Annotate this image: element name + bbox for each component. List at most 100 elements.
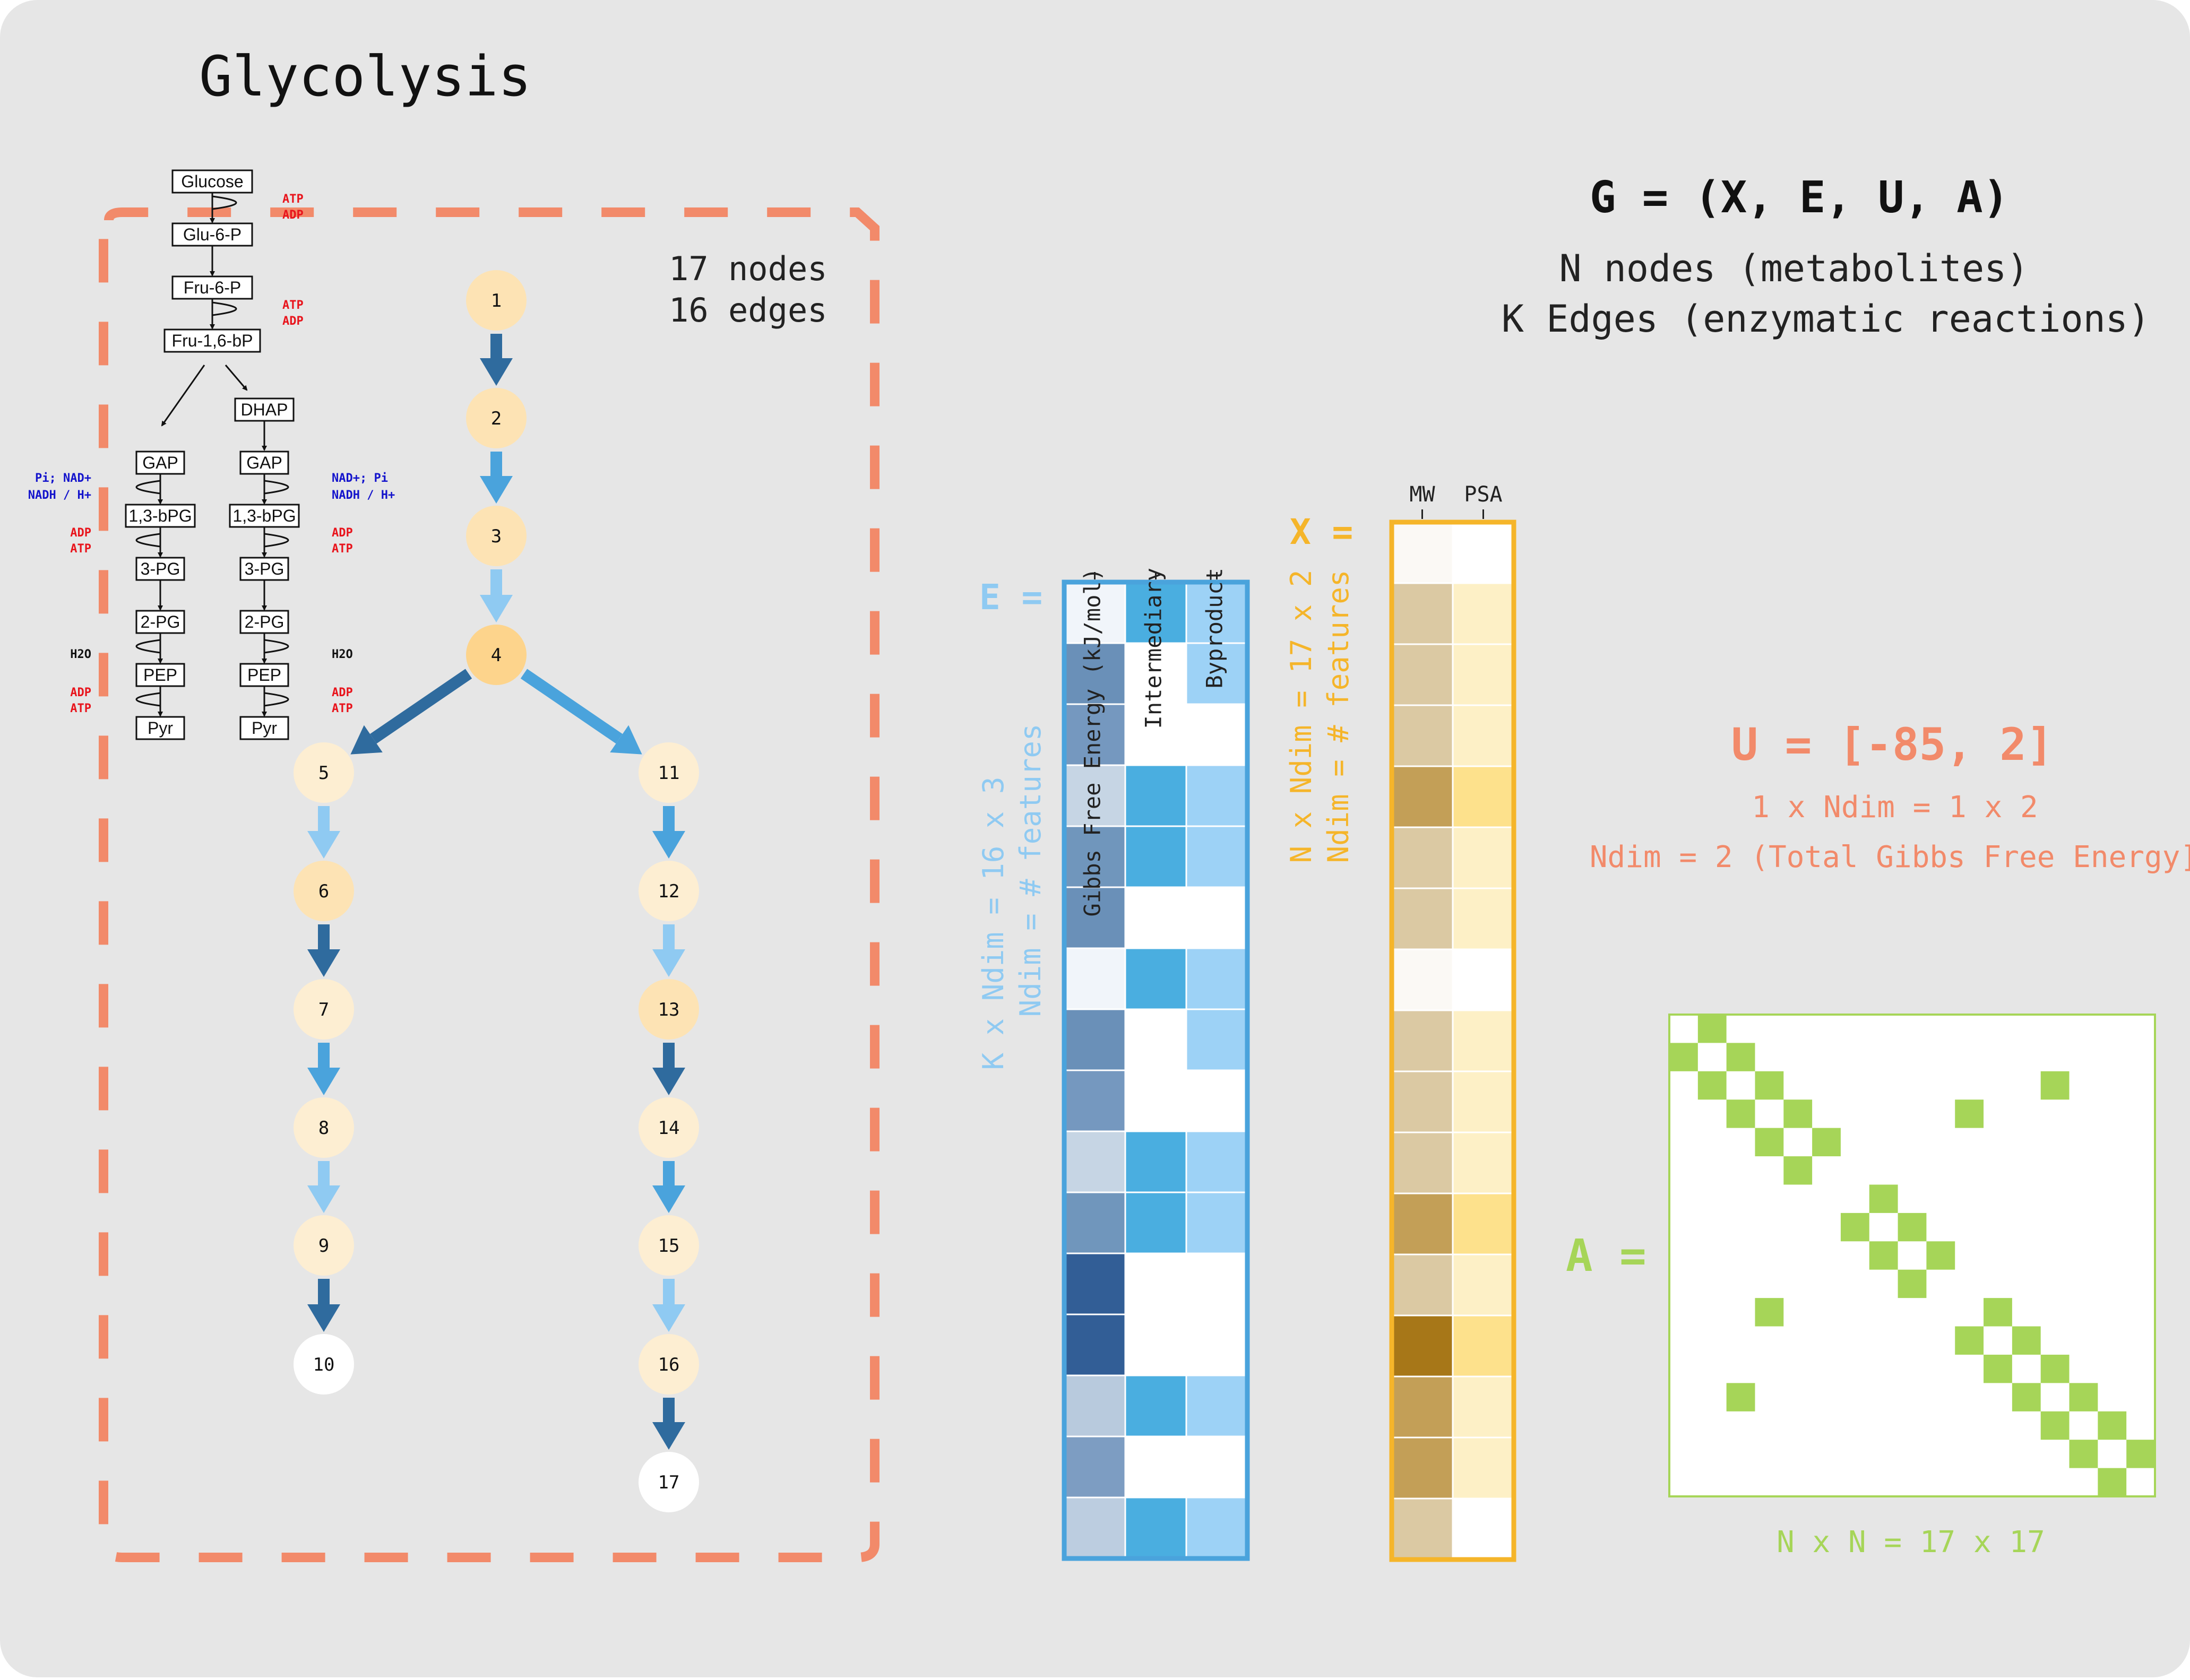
edge-matrix-cell [1185,825,1248,888]
node-matrix-cell [1452,1375,1515,1439]
edge-matrix-cell [1063,1313,1126,1376]
adjacency-matrix-cell [1755,1128,1784,1157]
pathway-fru16bp-box [163,328,261,353]
graph-node-circle [294,861,354,921]
pathway-right-metabolite-box [239,451,289,475]
graph-node-circle [639,1334,699,1395]
edge-matrix-cell [1185,703,1248,766]
node-matrix-cell [1391,1192,1454,1255]
pathway-side-arrow [135,480,161,495]
edge-matrix-cell [1063,947,1126,1010]
pathway-side-arrow [135,639,161,654]
node-matrix-cell [1391,643,1454,706]
edge-matrix-cell [1185,1069,1248,1132]
node-matrix-dims: N x Ndim = 17 x 2 [1284,570,1318,863]
pathway-left-metabolite: 1,3-bPG [128,506,192,525]
node-matrix-cell [1452,1497,1515,1561]
edge-matrix-cell [1185,1435,1248,1499]
graph-node-circle [466,388,527,448]
pathway-left-metabolite-box [135,716,185,740]
pathway-pi-nad: Pi; NAD+ [35,472,91,485]
adjacency-matrix-cell [1955,1326,1984,1355]
node-matrix-cell [1452,1314,1515,1378]
graph-node-label: 2 [491,408,502,429]
edge-matrix-cell [1124,1191,1187,1254]
graph-node-circle [639,742,699,803]
pathway-fru16bp: Fru-1,6-bP [172,331,253,350]
pathway-left-metabolite-box [135,610,185,634]
pathway-dhap-box [234,397,295,422]
node-matrix-cell [1452,887,1515,950]
edge-matrix-cell [1185,947,1248,1010]
graph-edge [480,334,513,386]
graph-node: 9 [294,1215,354,1276]
node-matrix-cell [1452,1253,1515,1317]
graph-edge-count: 16 edges [669,291,827,330]
pathway-atp: ATP [332,702,353,715]
graph-edge [307,1161,340,1213]
node-matrix-cell [1452,521,1515,584]
node-matrix-cell [1452,1192,1515,1255]
edge-matrix-cell [1185,1313,1248,1376]
svg-text:Byproduct: Byproduct [1202,568,1228,689]
edge-matrix-cell [1063,1069,1126,1132]
adjacency-matrix-background [1668,1014,2156,1497]
node-matrix-ndim: Ndim = # features [1322,570,1355,863]
edge-matrix-cell [1185,886,1248,949]
graph-edge [480,569,513,622]
svg-text:Ndim = # features: Ndim = # features [1014,724,1047,1017]
pathway-side-arrow [212,301,237,316]
graph-edge [652,1398,685,1450]
graph-node: 11 [639,742,699,803]
graph-node: 2 [466,388,527,448]
pathway-right-metabolite: 1,3-bPG [232,506,296,525]
node-matrix-cell [1452,1009,1515,1072]
adjacency-matrix-cell [2040,1354,2070,1383]
adjacency-matrix-cell [1984,1298,2012,1327]
graph-node-circle [639,979,699,1040]
graph-node: 14 [639,1097,699,1158]
pathway-side-arrow [264,639,289,654]
graph-definition-edges: K Edges (enzymatic reactions) [1502,297,2150,341]
pathway-glu6p: Glu-6-P [183,225,242,244]
graph-node-label: 11 [658,763,680,784]
pathway-left-metabolite: PEP [143,665,177,685]
pathway-left-metabolite-box [125,504,196,528]
pathway-right-metabolite: PEP [247,665,281,685]
adjacency-matrix-cell [2069,1440,2098,1468]
graph-node: 6 [294,861,354,921]
pathway-adp: ADP [282,209,304,222]
graph-node-label: 1 [491,290,502,311]
adjacency-matrix-cell [1726,1043,1755,1071]
node-matrix-cell [1452,1436,1515,1500]
graph-node: 17 [639,1452,699,1512]
graph-edge [480,452,513,504]
svg-text:Gibbs Free Energy (kJ/mol): Gibbs Free Energy (kJ/mol) [1080,568,1106,916]
graph-node-circle [639,1097,699,1158]
adjacency-matrix-cell [1898,1213,1927,1242]
node-matrix-cell [1391,1375,1454,1439]
pathway-atp: ATP [70,702,91,715]
pathway-nadh: NADH / H+ [28,489,91,502]
graph-node: 13 [639,979,699,1040]
graph-node: 8 [294,1097,354,1158]
node-matrix-cell [1391,1253,1454,1317]
edge-matrix-cell [1185,1252,1248,1315]
graph-node-circle [294,1334,354,1395]
pathway-atp: ATP [332,542,353,556]
graph-node-label: 5 [318,763,329,784]
node-matrix-cell [1391,887,1454,950]
node-matrix-cell [1391,1070,1454,1133]
pathway-fru6p-box [171,275,253,300]
node-matrix-cell [1391,826,1454,889]
node-matrix-column-header: MW [1409,482,1435,507]
pathway-side-arrow [212,195,237,210]
node-matrix-cell [1452,1131,1515,1194]
pathway-glu6p-box [171,222,253,247]
graph-node-circle [639,861,699,921]
edge-matrix-cell [1124,764,1187,827]
edge-matrix-cell [1185,764,1248,827]
pathway-right-metabolite-box [239,610,289,634]
edge-matrix-cell [1124,703,1187,766]
edge-matrix-cell [1063,1191,1126,1254]
